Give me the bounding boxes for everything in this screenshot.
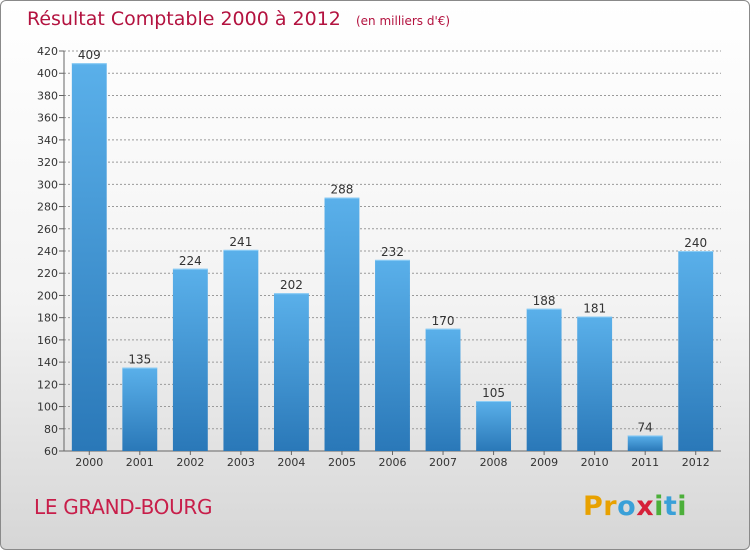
x-tick-labels: 2000 2001 2002 2003 2004 2005 2006 2007 2008 2009… — [75, 456, 709, 469]
data-label: 288 — [331, 183, 354, 197]
y-tick-label: 400 — [37, 67, 58, 80]
chart-title: Résultat Comptable 2000 à 2012 — [27, 8, 341, 30]
y-tick-label: 240 — [37, 245, 58, 258]
data-label: 105 — [482, 386, 505, 400]
y-tick-label: 220 — [37, 267, 58, 280]
x-tick-label: 2001 — [126, 456, 154, 469]
y-tick-label: 80 — [44, 423, 58, 436]
brand-letter: P — [583, 491, 604, 522]
x-tick-label: 2007 — [429, 456, 457, 469]
data-label: 240 — [684, 236, 707, 250]
brand-letter: t — [663, 491, 678, 522]
data-label: 224 — [179, 254, 202, 268]
y-tick-labels: 60 80 100 120 140 160 180 200 220 240 260 280 300 320… — [37, 45, 58, 458]
x-tick-label: 2002 — [176, 456, 204, 469]
data-label: 241 — [229, 235, 252, 249]
bar-2010 — [577, 316, 613, 451]
bar-2002 — [172, 268, 208, 451]
title-row: Résultat Comptable 2000 à 2012 (en milli… — [27, 8, 450, 30]
y-tick-label: 120 — [37, 378, 58, 391]
bar-2003 — [223, 249, 259, 451]
y-tick-label: 300 — [37, 178, 58, 191]
x-tick-label: 2011 — [631, 456, 659, 469]
data-label: 232 — [381, 245, 404, 259]
x-tick-label: 2006 — [379, 456, 407, 469]
chart-subtitle: (en milliers d'€) — [355, 14, 451, 28]
y-tick-label: 60 — [44, 445, 58, 458]
y-tick-label: 380 — [37, 89, 58, 102]
data-label: 409 — [78, 48, 101, 62]
y-tick-label: 180 — [37, 312, 58, 325]
data-label: 188 — [533, 294, 556, 308]
y-tick-label: 140 — [37, 356, 58, 369]
y-tick-label: 200 — [37, 289, 58, 302]
x-tick-label: 2012 — [682, 456, 710, 469]
y-tick-label: 420 — [37, 45, 58, 58]
y-tick-label: 340 — [37, 134, 58, 147]
y-tick-label: 320 — [37, 156, 58, 169]
data-label: 170 — [432, 314, 455, 328]
y-tick-label: 280 — [37, 201, 58, 214]
x-tick-label: 2010 — [581, 456, 609, 469]
data-label: 202 — [280, 278, 303, 292]
brand-letter: o — [617, 491, 637, 522]
data-label: 135 — [128, 353, 151, 367]
y-tick-label: 100 — [37, 401, 58, 414]
bar-2000 — [71, 63, 107, 451]
bar-2006 — [375, 259, 410, 451]
x-tick-label: 2000 — [75, 456, 103, 469]
bar-2012 — [678, 251, 714, 451]
bars — [71, 63, 714, 451]
x-tick-label: 2009 — [530, 456, 558, 469]
y-tick-label: 360 — [37, 112, 58, 125]
bar-2001 — [122, 367, 158, 451]
data-label: 74 — [638, 420, 653, 434]
bar-2004 — [273, 293, 309, 451]
brand-logo: Proxiti — [583, 491, 687, 522]
bar-2011 — [627, 435, 663, 451]
brand-letter: i — [654, 491, 664, 522]
x-tick-label: 2005 — [328, 456, 356, 469]
x-tick-label: 2003 — [227, 456, 255, 469]
data-label: 181 — [583, 302, 606, 316]
y-tick-label: 260 — [37, 223, 58, 236]
bar-2008 — [476, 401, 512, 451]
y-tick-label: 160 — [37, 334, 58, 347]
data-labels: 409 135 224 241 202 288 232 170 105 188 181 74 240 — [78, 48, 707, 434]
bar-2007 — [425, 328, 461, 451]
place-name: LE GRAND-BOURG — [34, 495, 213, 519]
x-tick-label: 2008 — [480, 456, 508, 469]
brand-letter: r — [603, 491, 618, 522]
brand-letter: x — [636, 491, 655, 522]
x-tick-label: 2004 — [277, 456, 305, 469]
brand-letter: i — [677, 491, 688, 522]
bar-2005 — [324, 197, 360, 451]
bar-2009 — [526, 308, 562, 451]
